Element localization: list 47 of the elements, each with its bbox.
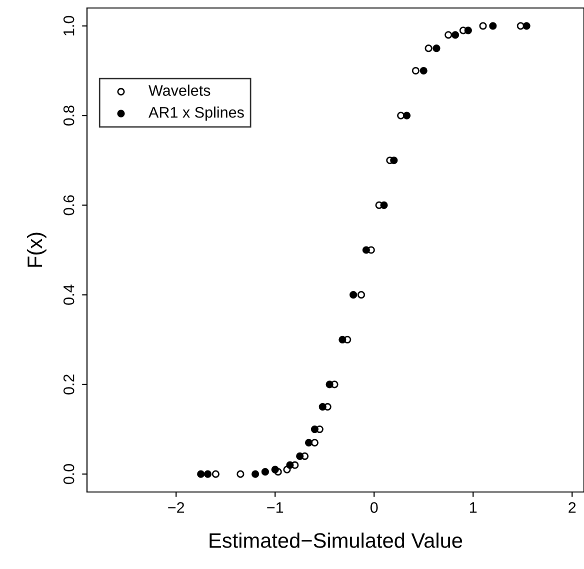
point [286,461,294,469]
point [451,31,460,39]
x-tick-label: −1 [267,502,284,513]
point [261,468,270,476]
y-tick-label: 0.0 [63,464,74,484]
point [402,112,411,120]
point [212,470,220,478]
point [424,44,432,52]
point [420,66,428,75]
point [310,425,319,434]
x-tick-label: 0 [370,502,378,513]
point [338,336,346,344]
y-tick-label: 0.6 [63,195,74,216]
y-axis-title: F(x) [26,232,46,267]
point [444,31,452,39]
legend-label: Wavelets [148,84,210,96]
point [464,26,472,34]
point [479,22,487,30]
x-axis-title: Estimated−Simulated Value [210,532,462,548]
x-tick-label: −2 [168,502,184,513]
point [304,438,313,447]
point [318,403,326,411]
y-tick-label: 0.2 [63,374,74,394]
point [236,470,244,478]
x-tick-label: 2 [568,502,576,513]
point [197,470,205,478]
point [310,438,319,447]
point [522,22,530,30]
point [296,452,304,460]
point [271,466,279,474]
point [516,22,524,30]
x-tick-label: 1 [470,502,477,513]
y-tick-label: 0.8 [63,106,74,126]
point [432,44,440,52]
point [357,291,366,299]
point [326,380,334,388]
legend-label: AR1 x Splines [148,106,244,121]
point [350,291,358,299]
point [412,66,420,75]
point [390,156,398,164]
point [489,22,497,30]
point [362,246,370,254]
point [204,470,212,478]
y-tick-label: 1.0 [63,16,74,36]
point [380,201,388,209]
point [252,470,260,478]
y-tick-label: 0.4 [63,284,74,305]
